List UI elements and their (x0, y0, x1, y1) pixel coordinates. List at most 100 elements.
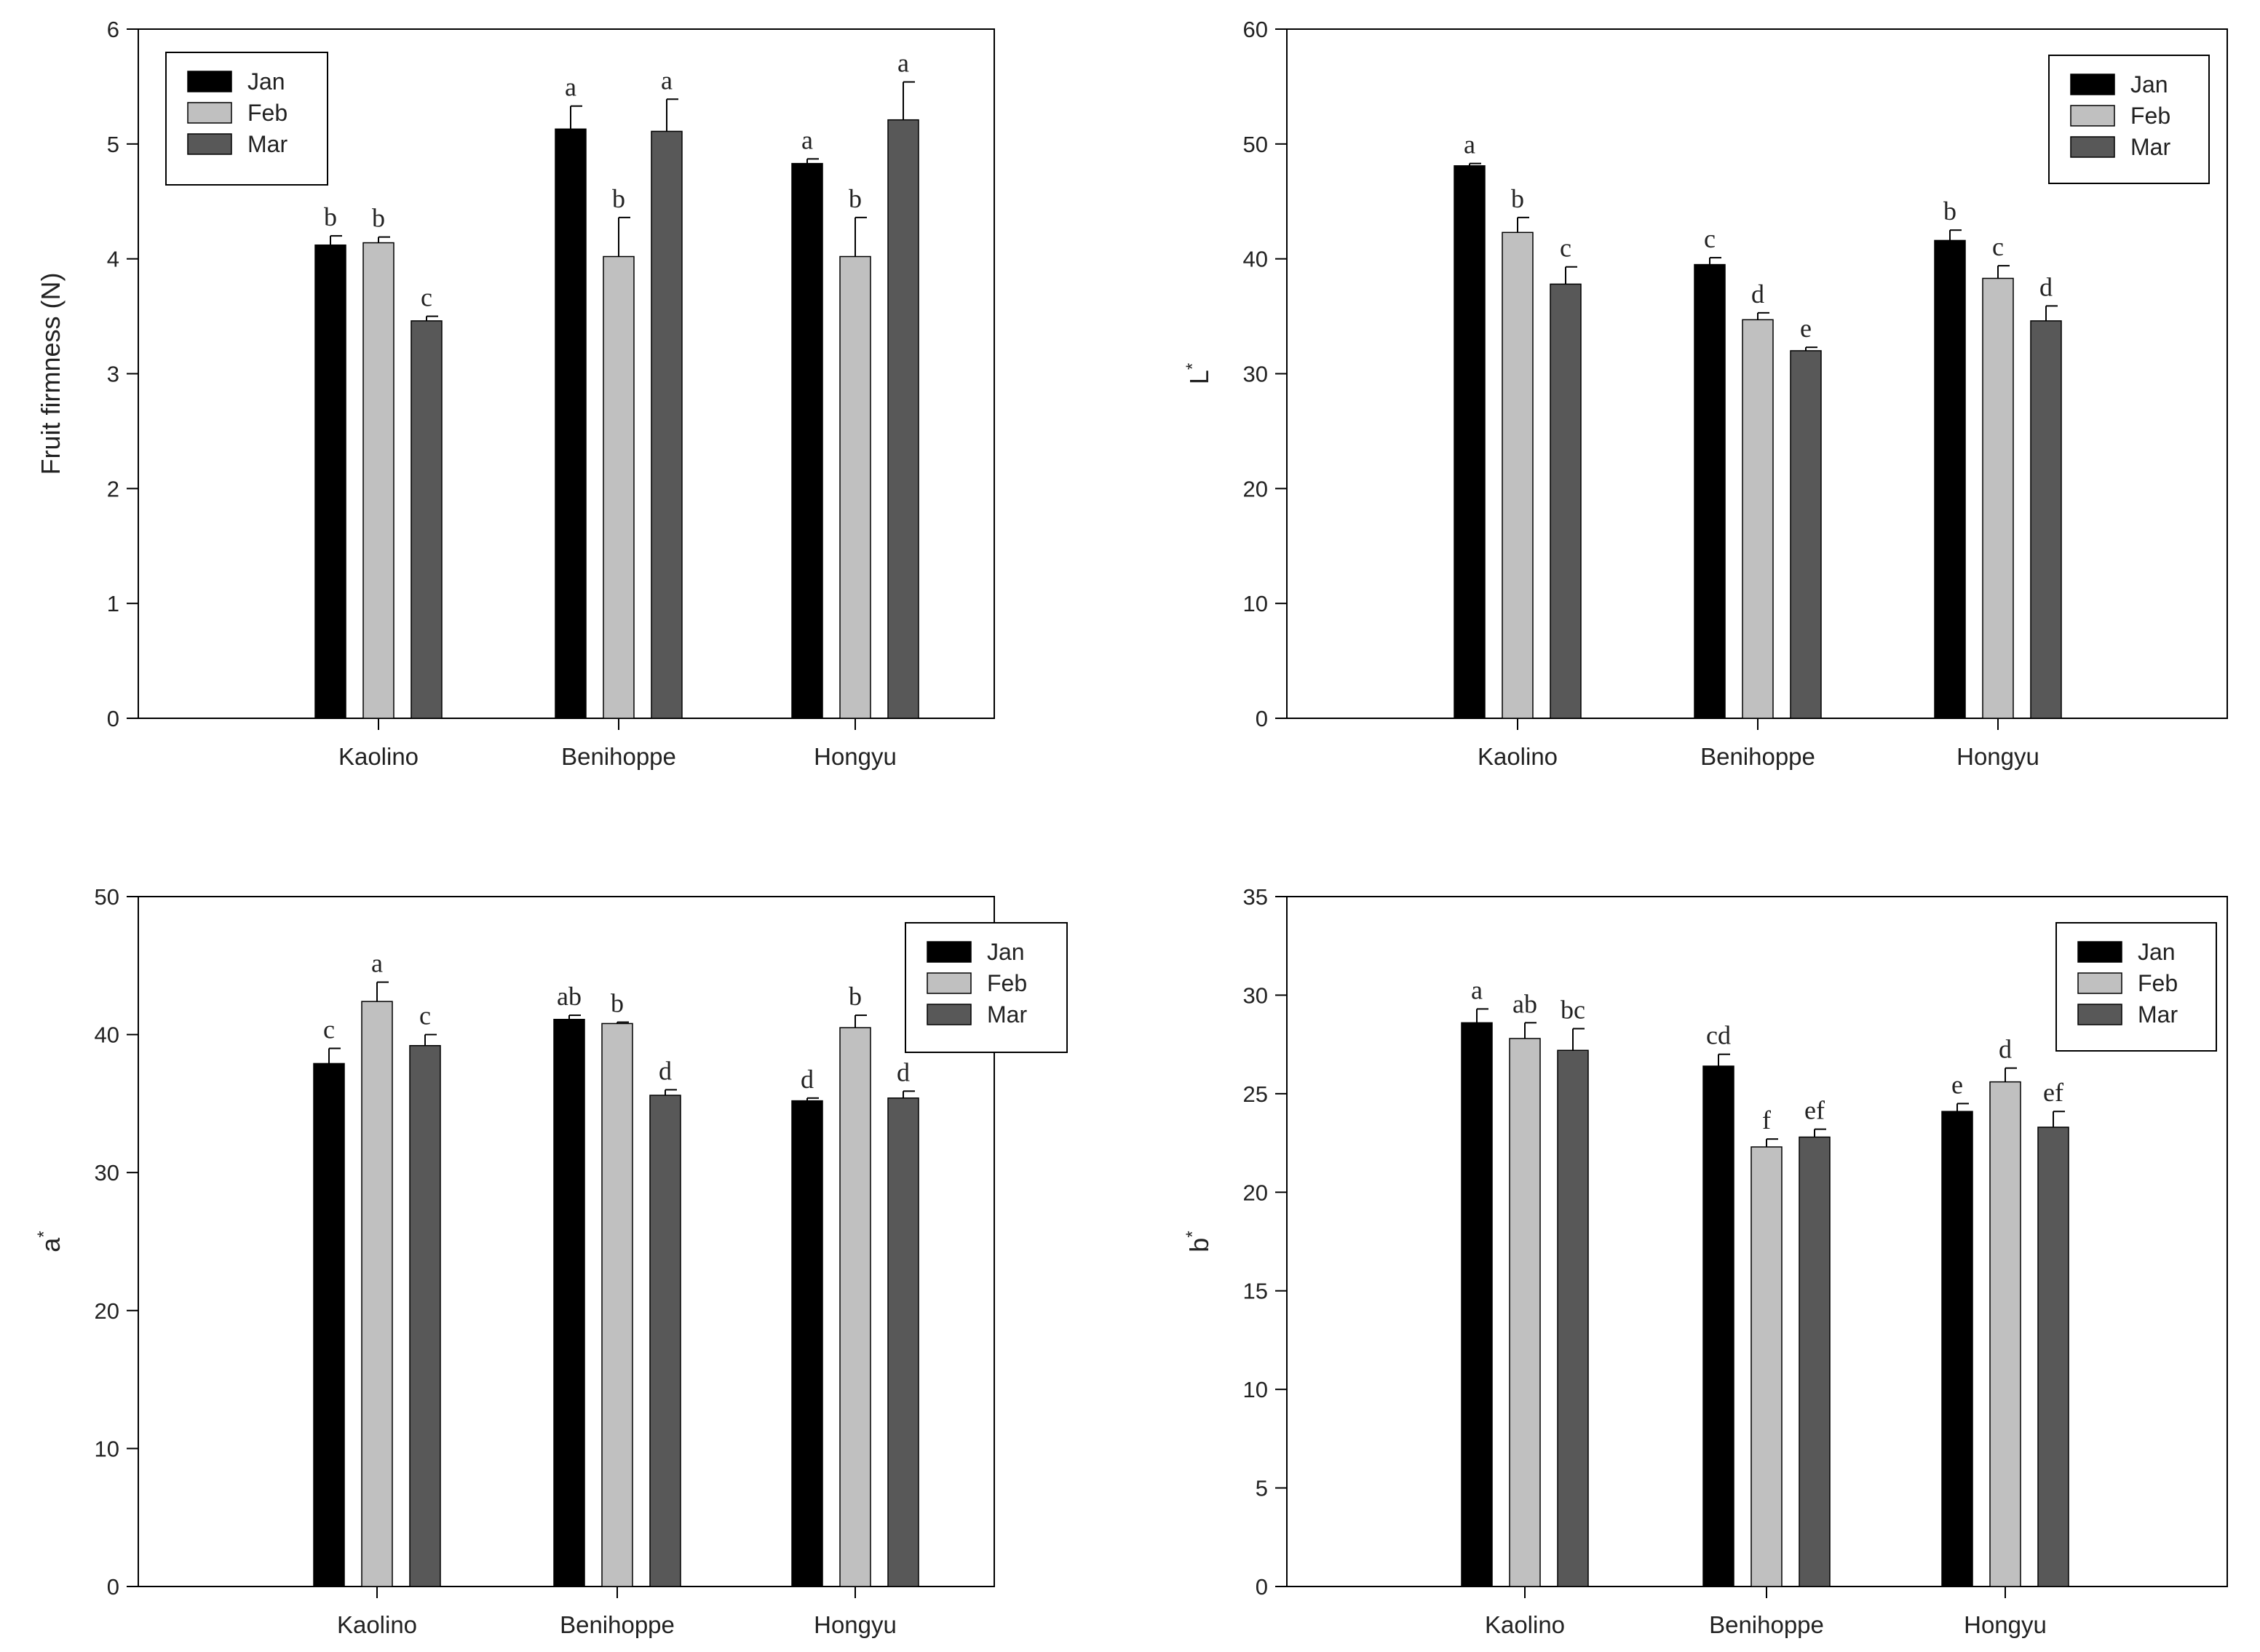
y-tick-label: 20 (1243, 1180, 1268, 1205)
bar-mar (1550, 283, 1582, 719)
bar-jan (1461, 1022, 1493, 1587)
legend-swatch-jan (187, 71, 232, 92)
bar-mar (2030, 320, 2062, 719)
x-category-label: Hongyu (814, 743, 897, 770)
legend-label-mar: Mar (247, 131, 288, 157)
x-category-label: Benihoppe (1709, 1611, 1824, 1638)
significance-letter: d (1999, 1035, 2012, 1064)
significance-letter: c (1704, 224, 1716, 253)
significance-letter: a (801, 125, 813, 154)
y-axis-label-superscript: * (1183, 363, 1202, 370)
significance-letter: e (1800, 314, 1812, 343)
y-tick-label: 2 (107, 476, 119, 501)
bar-feb (839, 255, 871, 719)
y-tick-label: 60 (1243, 17, 1268, 42)
significance-letter: a (1464, 130, 1475, 159)
y-tick-label: 5 (107, 132, 119, 157)
significance-letter: b (849, 982, 862, 1011)
x-category-label: Kaolino (1478, 743, 1558, 770)
significance-letter: ef (1804, 1096, 1825, 1125)
bar-mar (2037, 1127, 2069, 1587)
bar-jan (1702, 1065, 1734, 1587)
y-tick-label: 3 (107, 362, 119, 387)
legend-label-jan: Jan (2130, 71, 2168, 98)
y-tick-label: 6 (107, 17, 119, 42)
legend-label-mar: Mar (2130, 134, 2170, 160)
bar-feb (1742, 319, 1774, 719)
bar-feb (362, 242, 394, 719)
y-tick-label: 50 (95, 884, 119, 910)
significance-letter: a (565, 73, 576, 102)
x-category-label: Hongyu (1964, 1611, 2047, 1638)
y-axis-label: Fruit firmness (N) (36, 273, 66, 475)
y-tick-label: 20 (95, 1298, 119, 1324)
legend-label-feb: Feb (2138, 970, 2178, 996)
legend-swatch-jan (927, 941, 972, 963)
bar-mar (409, 1045, 441, 1587)
bar-feb (1502, 231, 1534, 719)
significance-letter: bc (1561, 995, 1585, 1024)
bar-jan (313, 1063, 345, 1587)
y-tick-label: 10 (1243, 591, 1268, 616)
bar-feb (603, 255, 635, 719)
significance-letter: a (1471, 975, 1483, 1004)
legend-label-jan: Jan (247, 68, 285, 95)
y-tick-label: 1 (107, 591, 119, 616)
y-tick-label: 10 (1243, 1377, 1268, 1402)
significance-letter: b (324, 202, 337, 231)
significance-letter: b (1943, 196, 1956, 226)
legend-label-feb: Feb (2130, 103, 2170, 129)
bar-mar (1799, 1136, 1831, 1587)
bar-mar (649, 1095, 681, 1587)
bar-jan (555, 128, 587, 719)
bar-jan (1941, 1111, 1973, 1587)
legend-swatch-mar (187, 133, 232, 155)
legend-label-feb: Feb (987, 970, 1027, 996)
significance-letter: a (661, 65, 673, 95)
legend-swatch-jan (2070, 74, 2115, 95)
legend-swatch-feb (2077, 972, 2122, 994)
y-tick-label: 40 (1243, 247, 1268, 272)
bar-jan (791, 1100, 823, 1587)
panel-b-star: 0 5 10 15 20 25 30 35 b* Kaolino a ab bc Benihoppe cd f… (1183, 884, 2228, 1638)
legend-swatch-feb (927, 972, 972, 994)
y-axis-label-superscript: * (34, 1231, 54, 1237)
bar-jan (1694, 263, 1726, 719)
significance-letter: d (659, 1056, 672, 1085)
bar-mar (1790, 350, 1822, 719)
significance-letter: c (1560, 234, 1571, 263)
significance-letter: b (849, 184, 862, 213)
significance-letter: c (323, 1015, 335, 1044)
legend-swatch-feb (2070, 105, 2115, 127)
bar-mar (411, 320, 443, 719)
y-tick-label: 40 (95, 1022, 119, 1048)
y-tick-label: 20 (1243, 476, 1268, 501)
significance-letter: b (612, 184, 625, 213)
y-axis-label: a* (34, 1231, 66, 1252)
bar-feb (361, 1001, 393, 1587)
y-tick-label: 4 (107, 247, 119, 272)
y-tick-label: 30 (95, 1160, 119, 1186)
bar-jan (791, 162, 823, 719)
legend-swatch-feb (187, 102, 232, 124)
y-axis-label-superscript: * (1183, 1231, 1202, 1237)
significance-letter: b (611, 989, 624, 1018)
significance-letter: f (1762, 1105, 1771, 1135)
y-tick-label: 30 (1243, 362, 1268, 387)
bar-mar (887, 119, 919, 719)
x-category-label: Benihoppe (561, 743, 676, 770)
significance-letter: d (1751, 279, 1764, 309)
significance-letter: d (897, 1057, 910, 1087)
x-category-label: Kaolino (1485, 1611, 1565, 1638)
legend-label-mar: Mar (2138, 1001, 2178, 1028)
panel-l-star: 0 10 20 30 40 50 60 L* Kaolino a b c Benihoppe c d e Hon… (1183, 17, 2228, 770)
y-tick-label: 5 (1256, 1476, 1268, 1501)
significance-letter: e (1951, 1070, 1963, 1099)
x-category-label: Kaolino (338, 743, 419, 770)
legend-swatch-mar (2077, 1004, 2122, 1025)
legend-swatch-mar (927, 1004, 972, 1025)
legend-label-jan: Jan (2138, 939, 2176, 965)
significance-letter: d (801, 1065, 814, 1094)
y-tick-label: 30 (1243, 982, 1268, 1008)
